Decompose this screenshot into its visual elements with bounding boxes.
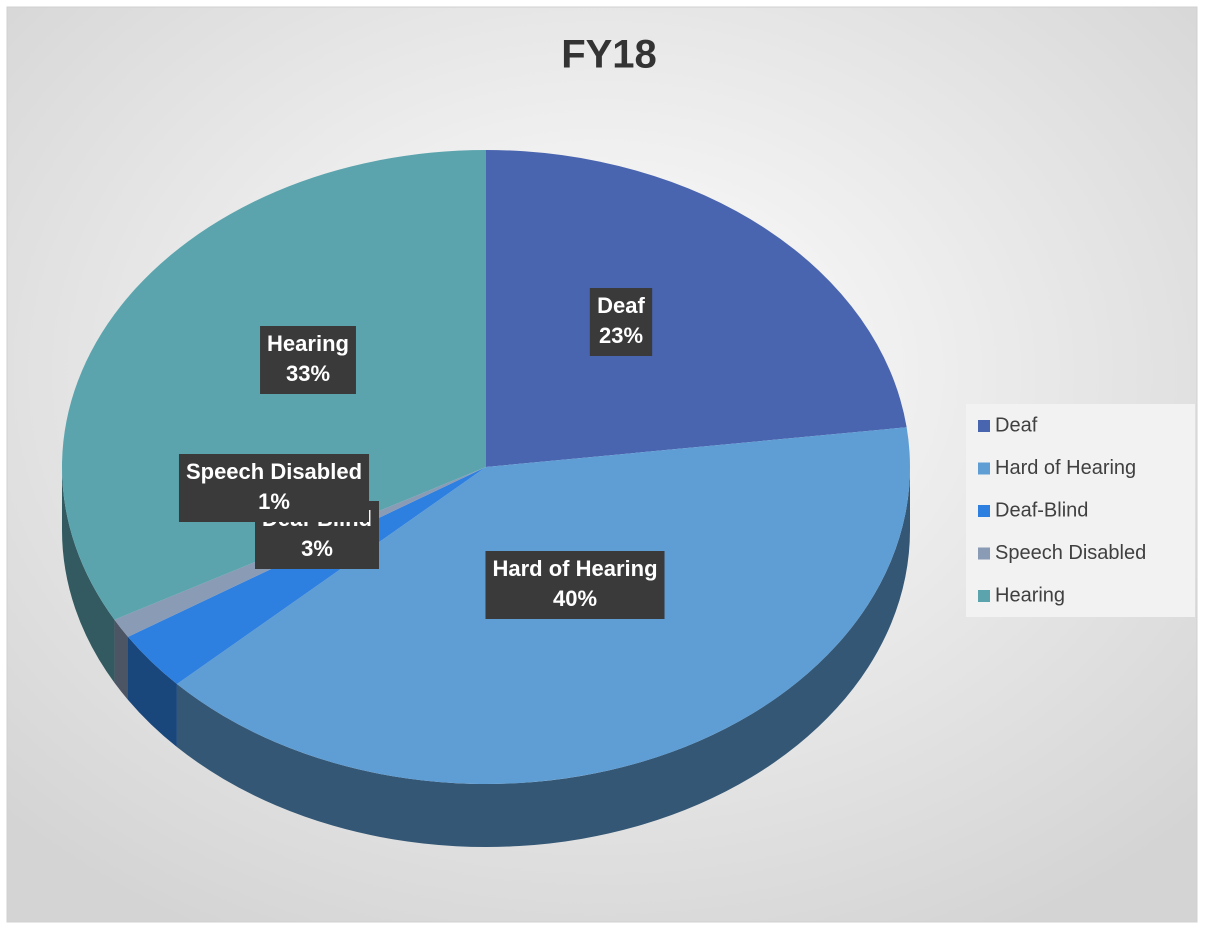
legend-label: Hard of Hearing — [995, 457, 1136, 479]
legend-swatch — [978, 505, 990, 517]
legend-swatch — [978, 547, 990, 560]
data-label-value: 33% — [286, 361, 330, 386]
data-label-category: Deaf — [597, 293, 645, 318]
data-label-value: 23% — [599, 323, 643, 348]
data-label-value: 1% — [258, 489, 290, 514]
data-label: Hearing 33% — [260, 326, 356, 394]
legend-label: Hearing — [995, 584, 1065, 606]
legend-label: Deaf-Blind — [995, 499, 1088, 521]
slice-side — [176, 467, 910, 847]
data-label-box — [260, 326, 356, 394]
data-label-box — [178, 454, 370, 522]
slice — [128, 467, 487, 685]
legend-swatch — [978, 590, 990, 602]
data-label-category: Hearing — [267, 331, 349, 356]
slice — [486, 150, 907, 467]
legend — [966, 404, 1195, 617]
legend-swatch — [978, 462, 990, 475]
data-label-category: Speech Disabled — [186, 459, 362, 484]
data-label: Speech Disabled 1% — [178, 454, 370, 522]
data-label-box — [589, 288, 653, 356]
slice-side — [114, 619, 129, 700]
data-label-category: Hard of Hearing — [492, 556, 657, 581]
data-label-value: 3% — [301, 536, 333, 561]
chart-title: FY18 — [561, 33, 657, 77]
data-label-value: 40% — [553, 586, 597, 611]
data-label-box — [485, 551, 665, 619]
slice-side — [62, 467, 115, 683]
legend-label: Speech Disabled — [995, 542, 1146, 564]
data-label: Hard of Hearing 40% — [485, 551, 665, 619]
legend-swatch — [978, 420, 990, 432]
data-label: Deaf 23% — [589, 288, 653, 356]
slice-side — [128, 636, 177, 748]
legend-label: Deaf — [995, 414, 1038, 436]
